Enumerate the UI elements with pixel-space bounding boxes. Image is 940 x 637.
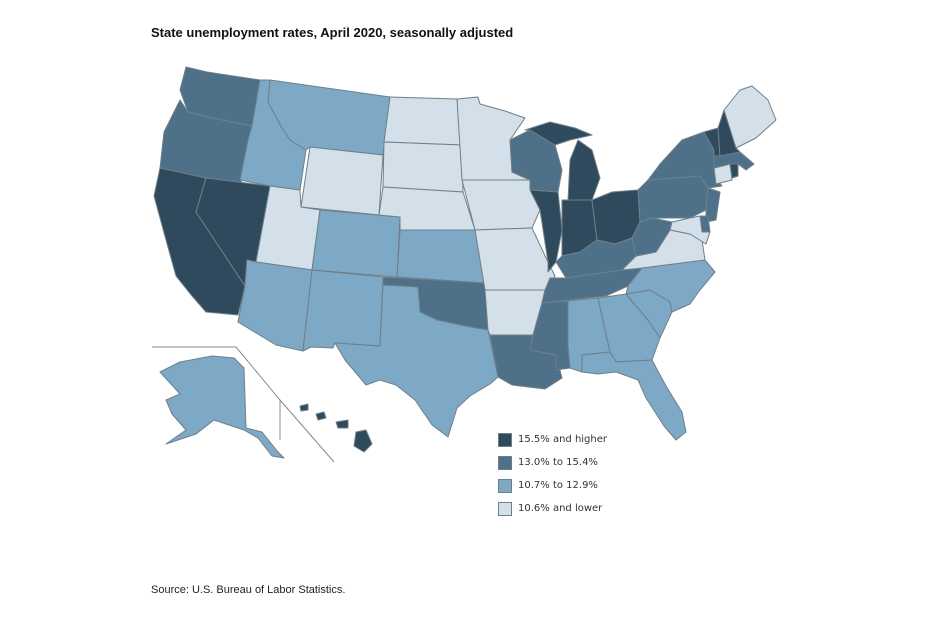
legend-swatch-b3 <box>498 478 512 493</box>
legend-item-b1: 15.5% and higher <box>498 428 607 451</box>
state-florida[interactable] <box>581 351 687 441</box>
source-note: Source: U.S. Bureau of Labor Statistics. <box>151 584 346 596</box>
state-alaska[interactable] <box>159 355 285 459</box>
state-pennsylvania[interactable] <box>637 175 709 223</box>
state-michigan[interactable] <box>567 139 601 201</box>
legend-item-b3: 10.7% to 12.9% <box>498 474 607 497</box>
state-iowa[interactable] <box>461 179 541 231</box>
legend-label-b1: 15.5% and higher <box>518 434 608 445</box>
state-vermont[interactable] <box>703 127 721 157</box>
state-rhode-island[interactable] <box>729 163 739 179</box>
inset-divider-alaska <box>152 346 281 440</box>
map-title: State unemployment rates, April 2020, se… <box>151 25 514 40</box>
map-legend: 15.5% and higher 13.0% to 15.4% 10.7% to… <box>498 428 607 520</box>
state-hawaii-oahu[interactable] <box>315 411 327 421</box>
legend-item-b2: 13.0% to 15.4% <box>498 451 607 474</box>
state-new-jersey[interactable] <box>705 187 721 223</box>
state-north-dakota[interactable] <box>383 96 463 146</box>
legend-label-b4: 10.6% and lower <box>518 503 603 514</box>
state-colorado[interactable] <box>311 209 401 278</box>
state-hawaii-kauai[interactable] <box>299 403 309 412</box>
state-maryland[interactable] <box>669 215 711 245</box>
state-south-dakota[interactable] <box>382 141 464 193</box>
state-arizona[interactable] <box>237 259 313 352</box>
state-hawaii[interactable] <box>353 429 373 453</box>
state-michigan-upper[interactable] <box>524 121 593 146</box>
legend-item-b4: 10.6% and lower <box>498 497 607 520</box>
state-texas[interactable] <box>334 284 499 438</box>
legend-swatch-b2 <box>498 455 512 470</box>
legend-label-b3: 10.7% to 12.9% <box>518 480 598 491</box>
state-maine[interactable] <box>723 85 777 149</box>
state-kansas[interactable] <box>396 229 486 284</box>
inset-divider-hawaii <box>279 399 335 463</box>
state-hawaii-maui[interactable] <box>335 419 349 429</box>
state-massachusetts[interactable] <box>713 151 755 171</box>
legend-swatch-b4 <box>498 501 512 516</box>
legend-swatch-b1 <box>498 432 512 447</box>
state-wyoming[interactable] <box>300 146 384 216</box>
state-illinois[interactable] <box>529 189 563 273</box>
legend-label-b2: 13.0% to 15.4% <box>518 457 598 468</box>
state-new-mexico[interactable] <box>302 269 384 352</box>
state-missouri[interactable] <box>474 227 556 291</box>
